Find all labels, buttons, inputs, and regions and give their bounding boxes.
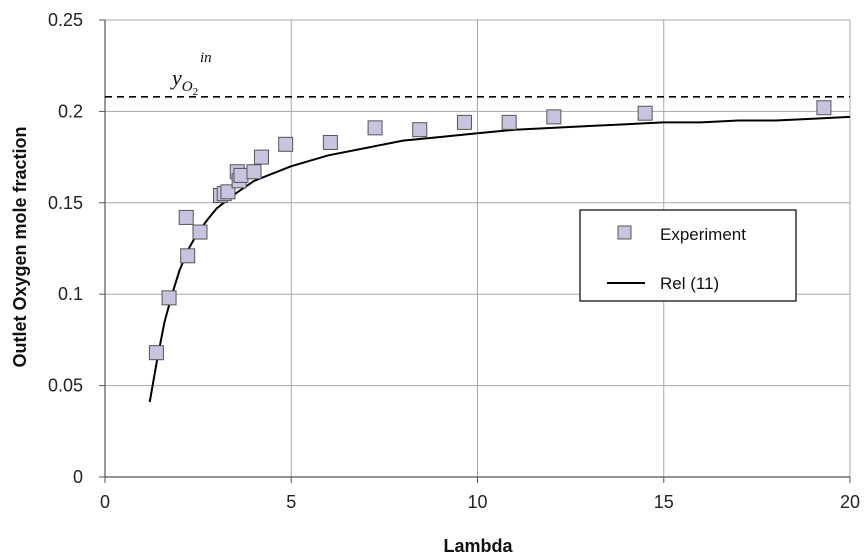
legend-label-experiment: Experiment (660, 225, 746, 244)
y-tick-label: 0 (73, 467, 83, 487)
y-tick-label: 0.05 (48, 376, 83, 396)
x-tick-label: 20 (840, 492, 860, 512)
experiment-point (637, 105, 653, 121)
y-tick-label: 0.25 (48, 10, 83, 30)
experiment-point (546, 109, 562, 125)
experiment-point (246, 164, 262, 180)
experiment-point (367, 120, 383, 136)
experiment-point (148, 345, 164, 361)
y-tick-label: 0.15 (48, 193, 83, 213)
x-tick-label: 0 (100, 492, 110, 512)
x-tick-label: 10 (467, 492, 487, 512)
reference-line-label: yO2in (170, 50, 212, 98)
x-tick-label: 15 (654, 492, 674, 512)
y-tick-label: 0.1 (58, 284, 83, 304)
x-tick-labels: 0 5 10 15 20 (100, 492, 860, 512)
experiment-series (148, 100, 832, 361)
legend-label-rel-11: Rel (11) (660, 274, 719, 293)
experiment-point (233, 167, 249, 183)
x-axis-label: Lambda (443, 536, 513, 556)
experiment-point (322, 134, 338, 150)
experiment-point (178, 209, 194, 225)
experiment-point (412, 122, 428, 138)
experiment-point (161, 290, 177, 306)
experiment-point (816, 100, 832, 116)
legend-marker-experiment (617, 225, 632, 240)
y-tick-label: 0.2 (58, 101, 83, 121)
legend: Experiment Rel (11) (579, 209, 797, 302)
experiment-point (456, 114, 472, 130)
experiment-point (220, 184, 236, 200)
y-tick-labels: 0 0.05 0.1 0.15 0.2 0.25 (48, 10, 83, 487)
legend-box (579, 209, 797, 302)
x-tick-label: 5 (286, 492, 296, 512)
reference-line-group: yO2in (105, 50, 850, 98)
experiment-point (278, 136, 294, 152)
experiment-point (253, 149, 269, 165)
experiment-point (192, 224, 208, 240)
experiment-point (501, 114, 517, 130)
y-axis-label: Outlet Oxygen mole fraction (10, 126, 30, 367)
experiment-point (180, 248, 196, 264)
